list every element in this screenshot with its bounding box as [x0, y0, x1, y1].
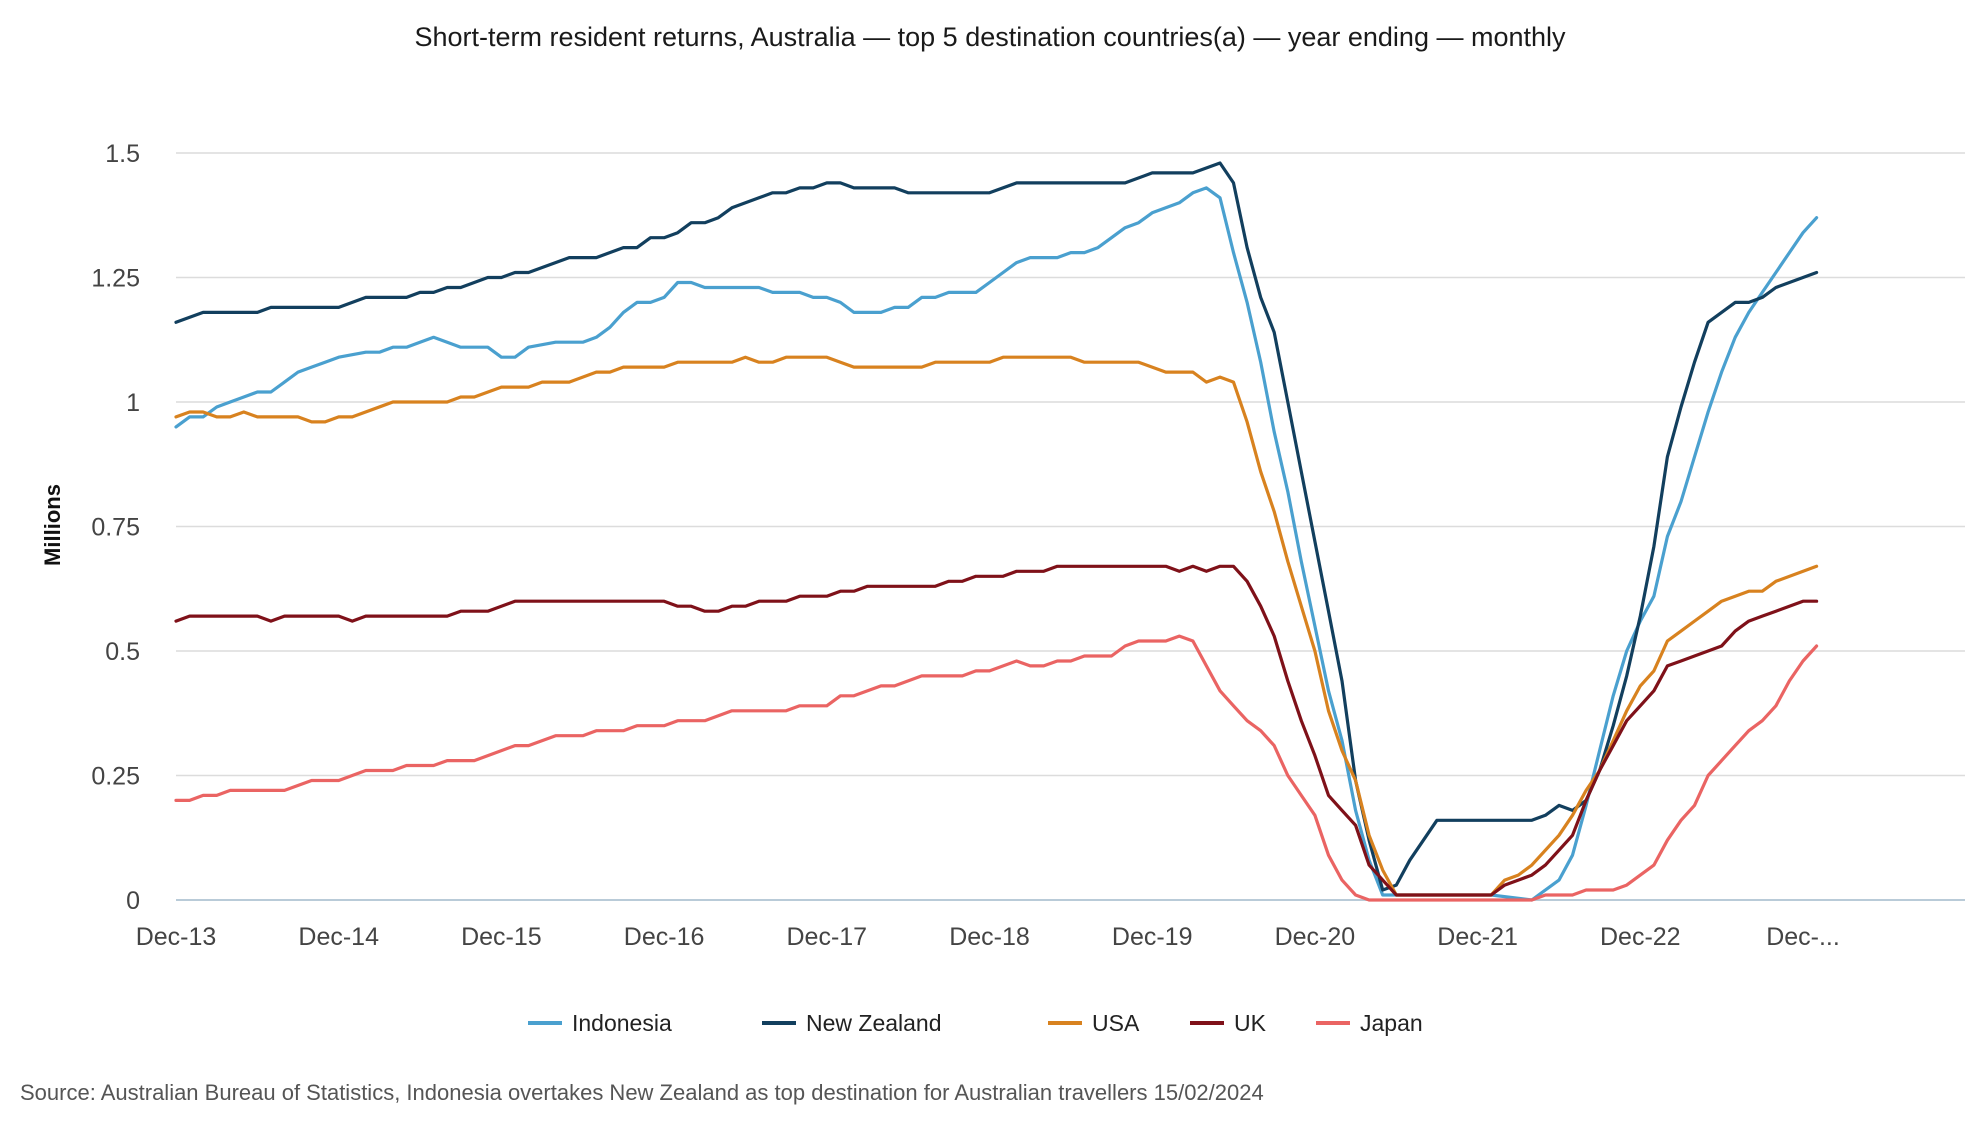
y-tick-label: 0.5 [105, 638, 140, 666]
series-lines [174, 161, 1819, 902]
series-line-japan [174, 634, 1819, 902]
gridlines [176, 152, 1965, 901]
legend-item-usa: USA [1048, 1010, 1140, 1036]
x-axis-ticks: Dec-13 Dec-14 Dec-15 Dec-16 Dec-17 Dec-18 Dec-… [136, 923, 1840, 951]
legend-item-new-zealand: New Zealand [762, 1010, 942, 1036]
x-tick-label: Dec-... [1766, 923, 1840, 951]
x-tick-label: Dec-18 [949, 923, 1030, 951]
x-tick-label: Dec-15 [461, 923, 542, 951]
y-tick-label: 0.75 [91, 514, 140, 542]
x-tick-label: Dec-21 [1437, 923, 1518, 951]
x-tick-label: Dec-16 [624, 923, 705, 951]
y-tick-label: 0 [126, 887, 140, 915]
y-axis-title: Millions [40, 484, 65, 566]
series-line-indonesia [174, 186, 1819, 902]
source-note: Source: Australian Bureau of Statistics,… [20, 1080, 1264, 1105]
x-tick-label: Dec-17 [787, 923, 868, 951]
chart-title: Short-term resident returns, Australia —… [414, 22, 1566, 52]
legend-label: New Zealand [806, 1010, 942, 1036]
legend: Indonesia New Zealand USA UK Japan [528, 1010, 1423, 1036]
y-tick-label: 1 [126, 389, 140, 417]
legend-label: Indonesia [572, 1010, 672, 1036]
series-line-uk [174, 564, 1819, 897]
series-line-usa [174, 355, 1819, 897]
legend-item-japan: Japan [1316, 1010, 1423, 1036]
x-tick-label: Dec-14 [298, 923, 379, 951]
y-tick-label: 1.25 [91, 265, 140, 293]
x-tick-label: Dec-13 [136, 923, 217, 951]
x-tick-label: Dec-22 [1600, 923, 1681, 951]
x-tick-label: Dec-19 [1112, 923, 1193, 951]
x-tick-label: Dec-20 [1275, 923, 1356, 951]
legend-label: Japan [1360, 1010, 1423, 1036]
legend-label: USA [1092, 1010, 1140, 1036]
series-line-new-zealand [174, 161, 1819, 892]
legend-item-uk: UK [1190, 1010, 1267, 1036]
legend-item-indonesia: Indonesia [528, 1010, 672, 1036]
legend-label: UK [1234, 1010, 1267, 1036]
y-tick-label: 0.25 [91, 763, 140, 791]
y-axis-ticks: 0 0.25 0.5 0.75 1 1.25 1.5 [91, 140, 140, 915]
y-tick-label: 1.5 [105, 140, 140, 168]
